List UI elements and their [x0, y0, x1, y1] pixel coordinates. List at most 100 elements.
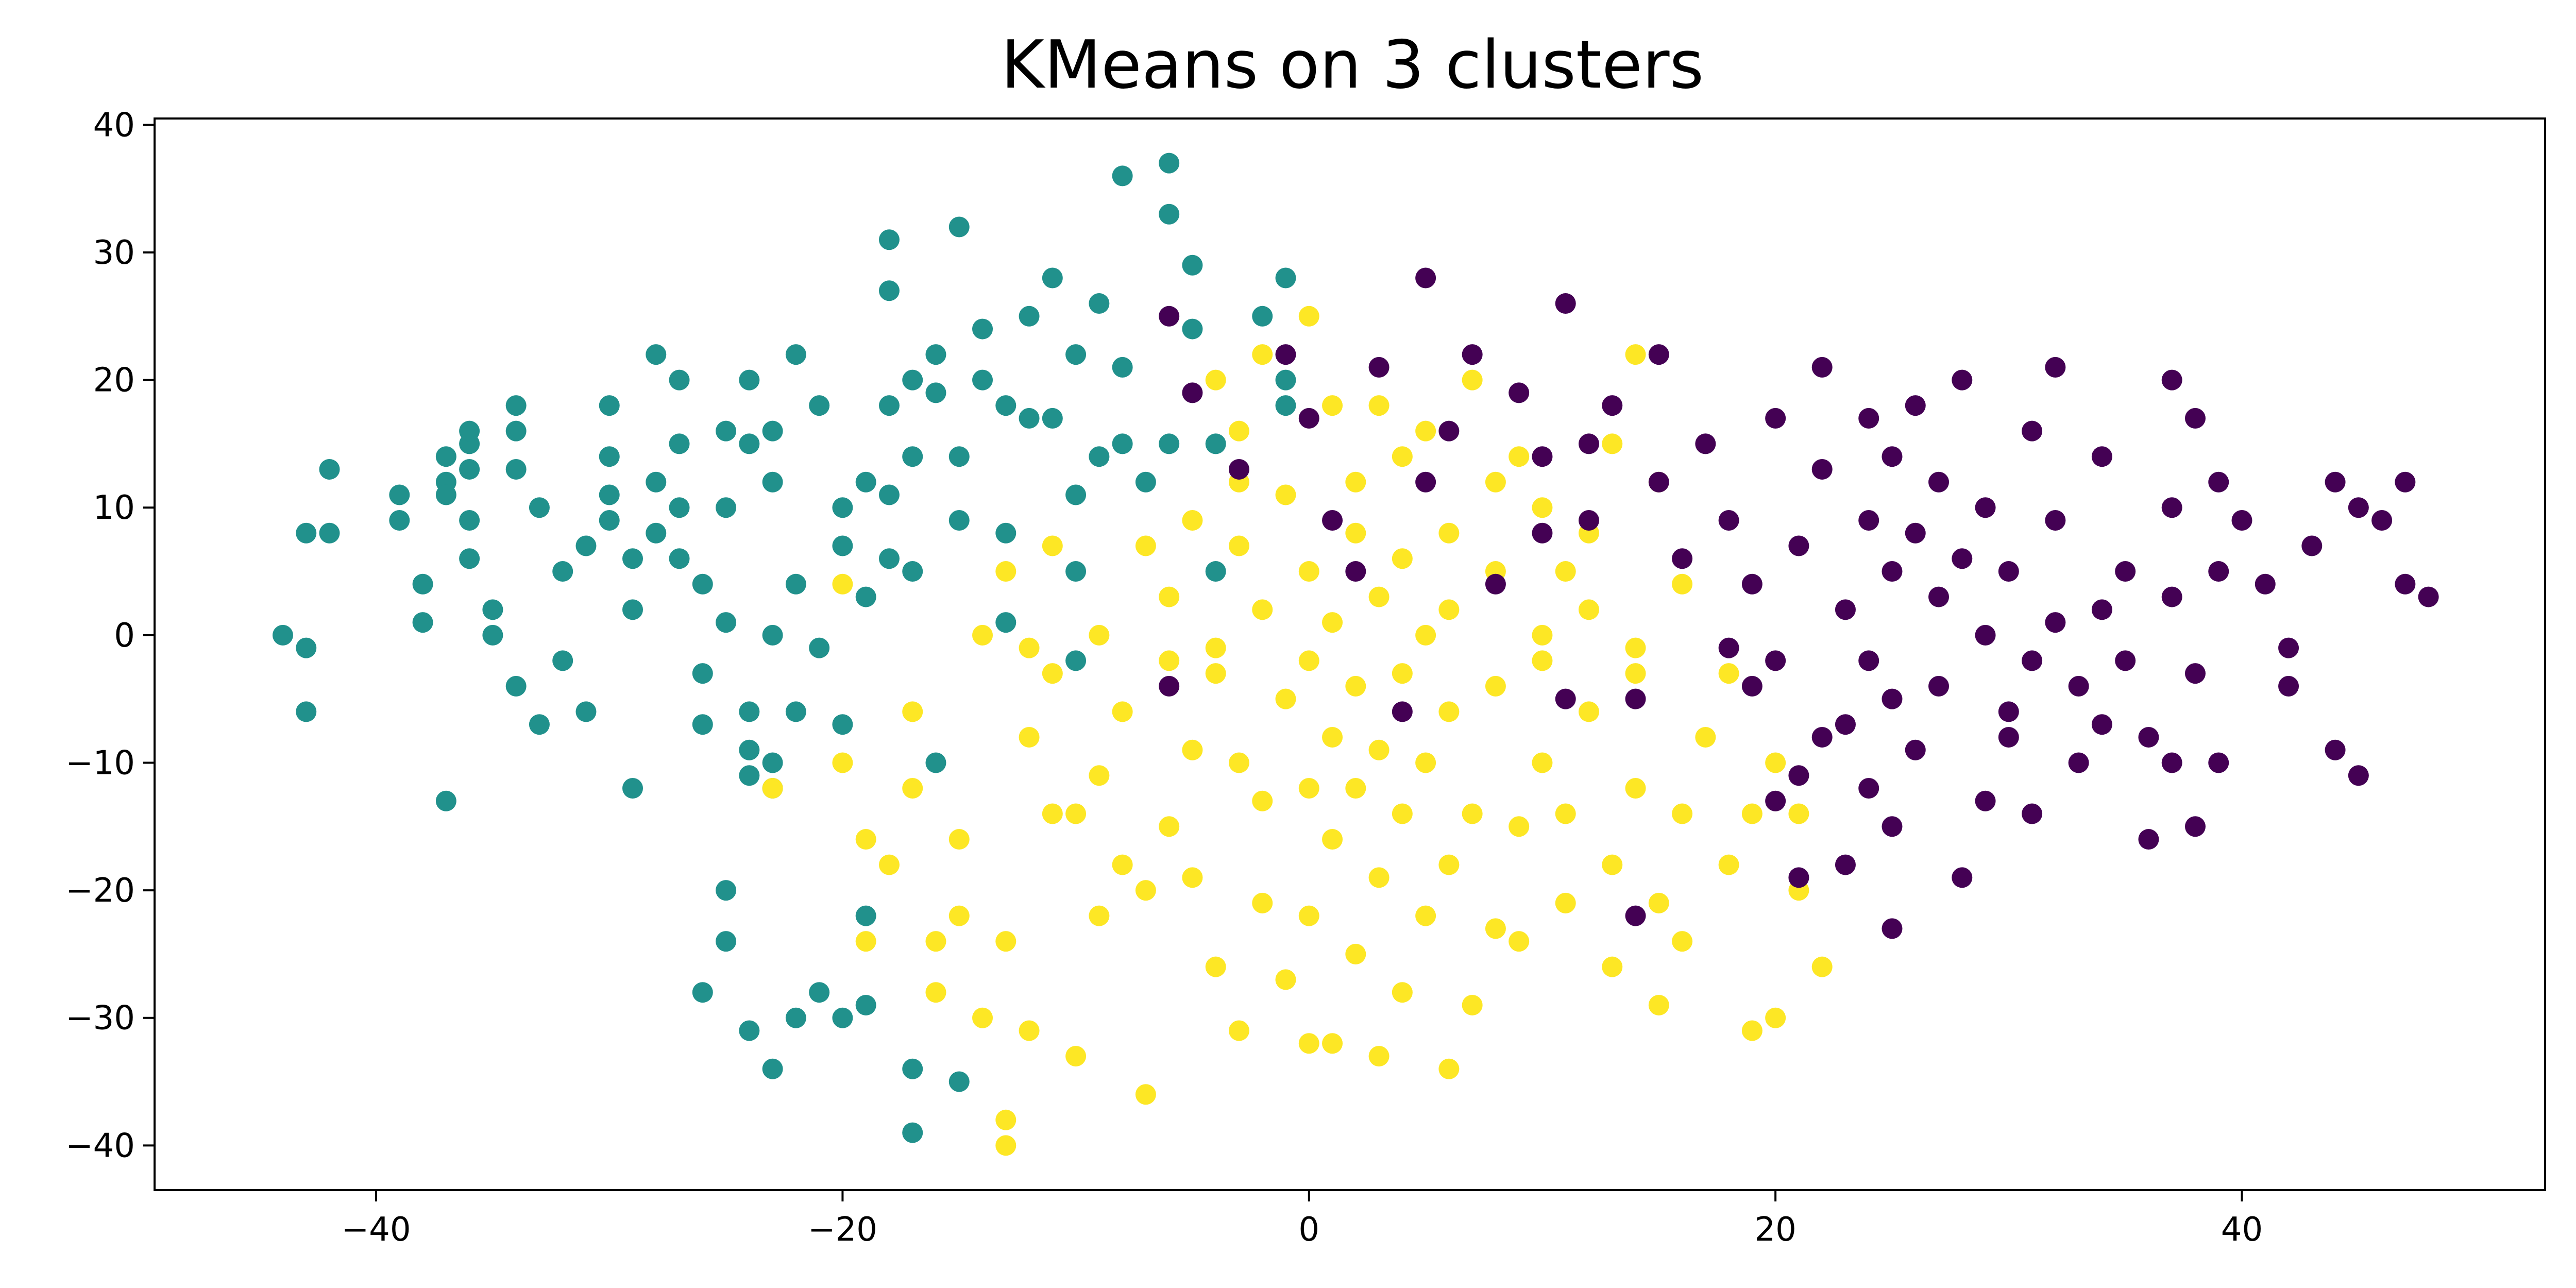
data-point: [1275, 344, 1296, 365]
data-point: [389, 484, 410, 505]
data-point: [1625, 905, 1646, 926]
data-point: [1322, 726, 1343, 748]
data-point: [2161, 586, 2182, 607]
data-point: [2325, 471, 2346, 493]
data-point: [646, 522, 667, 544]
x-tick-label: 0: [1298, 1211, 1319, 1249]
data-point: [1811, 459, 1833, 480]
data-point: [1042, 267, 1063, 289]
data-point: [1322, 510, 1343, 531]
data-point: [2184, 816, 2206, 837]
data-point: [1625, 344, 1646, 365]
data-point: [855, 931, 876, 952]
data-point: [855, 471, 876, 493]
data-point: [1159, 204, 1180, 225]
data-point: [646, 471, 667, 493]
data-point: [1089, 765, 1110, 786]
data-point: [809, 395, 830, 416]
data-point: [762, 471, 783, 493]
data-point: [1882, 688, 1903, 709]
data-point: [272, 624, 293, 646]
data-point: [1625, 688, 1646, 709]
data-point: [832, 573, 853, 595]
data-point: [948, 510, 970, 531]
data-point: [435, 446, 456, 467]
data-point: [1159, 152, 1180, 174]
data-point: [1462, 344, 1483, 365]
data-point: [2348, 497, 2369, 518]
data-point: [1089, 905, 1110, 926]
data-point: [1252, 306, 1273, 327]
data-point: [2022, 650, 2043, 671]
chart-title: KMeans on 3 clusters: [1001, 27, 1704, 104]
data-point: [902, 561, 923, 582]
data-point: [1788, 765, 1809, 786]
data-point: [2045, 510, 2066, 531]
data-point: [1182, 510, 1203, 531]
data-point: [2045, 357, 2066, 378]
data-point: [1392, 548, 1413, 569]
data-point: [2208, 471, 2229, 493]
data-point: [435, 790, 456, 811]
data-point: [716, 420, 737, 442]
data-point: [948, 446, 970, 467]
data-point: [809, 637, 830, 658]
plot-frame: [154, 117, 2546, 1191]
data-point: [739, 433, 760, 454]
data-point: [948, 1071, 970, 1092]
data-point: [1532, 497, 1553, 518]
data-point: [1135, 1084, 1156, 1105]
data-point: [1298, 778, 1319, 799]
data-point: [902, 701, 923, 722]
data-point: [1998, 561, 2019, 582]
data-point: [739, 739, 760, 760]
data-point: [1648, 994, 1669, 1015]
data-point: [855, 586, 876, 607]
data-point: [1042, 663, 1063, 684]
data-point: [809, 982, 830, 1003]
data-point: [1905, 395, 1926, 416]
data-point: [296, 637, 317, 658]
points-layer: [272, 152, 2439, 1156]
data-point: [1065, 561, 1087, 582]
data-point: [1765, 408, 1786, 429]
data-point: [1509, 446, 1530, 467]
data-point: [1485, 471, 1506, 493]
data-point: [855, 994, 876, 1015]
data-point: [435, 484, 456, 505]
data-point: [2184, 408, 2206, 429]
data-point: [1975, 497, 1996, 518]
data-point: [529, 714, 550, 735]
data-point: [1625, 778, 1646, 799]
data-point: [1159, 586, 1180, 607]
data-point: [692, 982, 713, 1003]
data-point: [1648, 471, 1669, 493]
data-point: [1112, 165, 1133, 187]
data-point: [1112, 433, 1133, 454]
data-point: [1718, 510, 1739, 531]
data-point: [1089, 293, 1110, 314]
y-tick-label: −40: [65, 1127, 135, 1165]
data-point: [995, 1109, 1016, 1130]
data-point: [1998, 701, 2019, 722]
data-point: [2301, 535, 2323, 556]
data-point: [762, 1058, 783, 1079]
data-point: [1509, 382, 1530, 403]
data-point: [1718, 854, 1739, 875]
data-point: [1065, 344, 1087, 365]
data-point: [1182, 255, 1203, 276]
data-point: [622, 548, 643, 569]
data-point: [1275, 395, 1296, 416]
data-point: [1438, 701, 1460, 722]
data-point: [1438, 599, 1460, 620]
data-point: [1555, 803, 1576, 824]
data-point: [1275, 969, 1296, 990]
data-point: [389, 510, 410, 531]
data-point: [1975, 790, 1996, 811]
data-point: [972, 369, 993, 391]
data-point: [482, 599, 503, 620]
data-point: [1065, 803, 1087, 824]
data-point: [1648, 892, 1669, 913]
data-point: [716, 612, 737, 633]
data-point: [1952, 548, 1973, 569]
